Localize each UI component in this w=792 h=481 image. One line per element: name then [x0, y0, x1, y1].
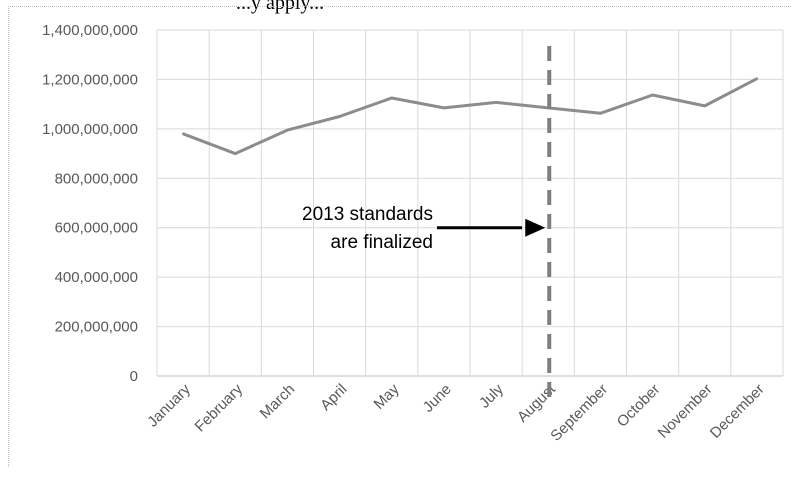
- x-tick-label: June: [420, 381, 455, 416]
- annotation-text-line-2: are finalized: [331, 232, 433, 253]
- x-tick-label: September: [547, 381, 611, 445]
- y-tick-label: 1,000,000,000: [42, 121, 138, 138]
- y-tick-label: 1,400,000,000: [42, 22, 138, 39]
- series-line: [182, 77, 758, 156]
- x-tick-label: February: [192, 380, 247, 435]
- data-point: [286, 128, 289, 132]
- data-point: [494, 101, 498, 104]
- data-point: [442, 106, 446, 110]
- data-point: [338, 115, 341, 118]
- series-layer: [181, 77, 759, 156]
- data-point: [390, 96, 393, 100]
- data-point: [599, 112, 602, 115]
- annotation-text-line-1: 2013 standards: [302, 204, 433, 225]
- y-tick-label: 400,000,000: [55, 269, 138, 286]
- x-tick-label: May: [371, 380, 403, 412]
- annotation-arrow-head: [525, 218, 546, 237]
- chart-frame: [8, 6, 792, 467]
- y-tick-label: 200,000,000: [55, 319, 138, 336]
- gridlines: [156, 29, 784, 377]
- data-point: [234, 152, 237, 155]
- y-tick-label: 1,200,000,000: [42, 71, 138, 88]
- x-tick-label: July: [476, 380, 507, 411]
- x-tick-label: April: [317, 381, 350, 414]
- x-tick-label: August: [514, 380, 560, 426]
- y-axis-tick-labels: 0 200,000,000 400,000,000 600,000,000 800,00…: [42, 22, 138, 385]
- y-tick-label: 0: [130, 368, 138, 385]
- data-point: [651, 93, 654, 97]
- data-point: [755, 77, 759, 80]
- x-tick-label: January: [144, 380, 194, 430]
- annotation-layer: 2013 standards are finalized: [302, 46, 552, 400]
- y-tick-label: 800,000,000: [55, 170, 138, 187]
- x-tick-label: March: [257, 381, 298, 422]
- x-tick-label: December: [707, 381, 768, 442]
- data-point: [181, 132, 185, 135]
- data-point: [703, 104, 706, 108]
- x-tick-label: November: [655, 381, 716, 442]
- x-tick-label: October: [614, 381, 664, 431]
- y-tick-label: 600,000,000: [55, 220, 138, 237]
- top-caption-fragment: ...y apply...: [236, 0, 325, 14]
